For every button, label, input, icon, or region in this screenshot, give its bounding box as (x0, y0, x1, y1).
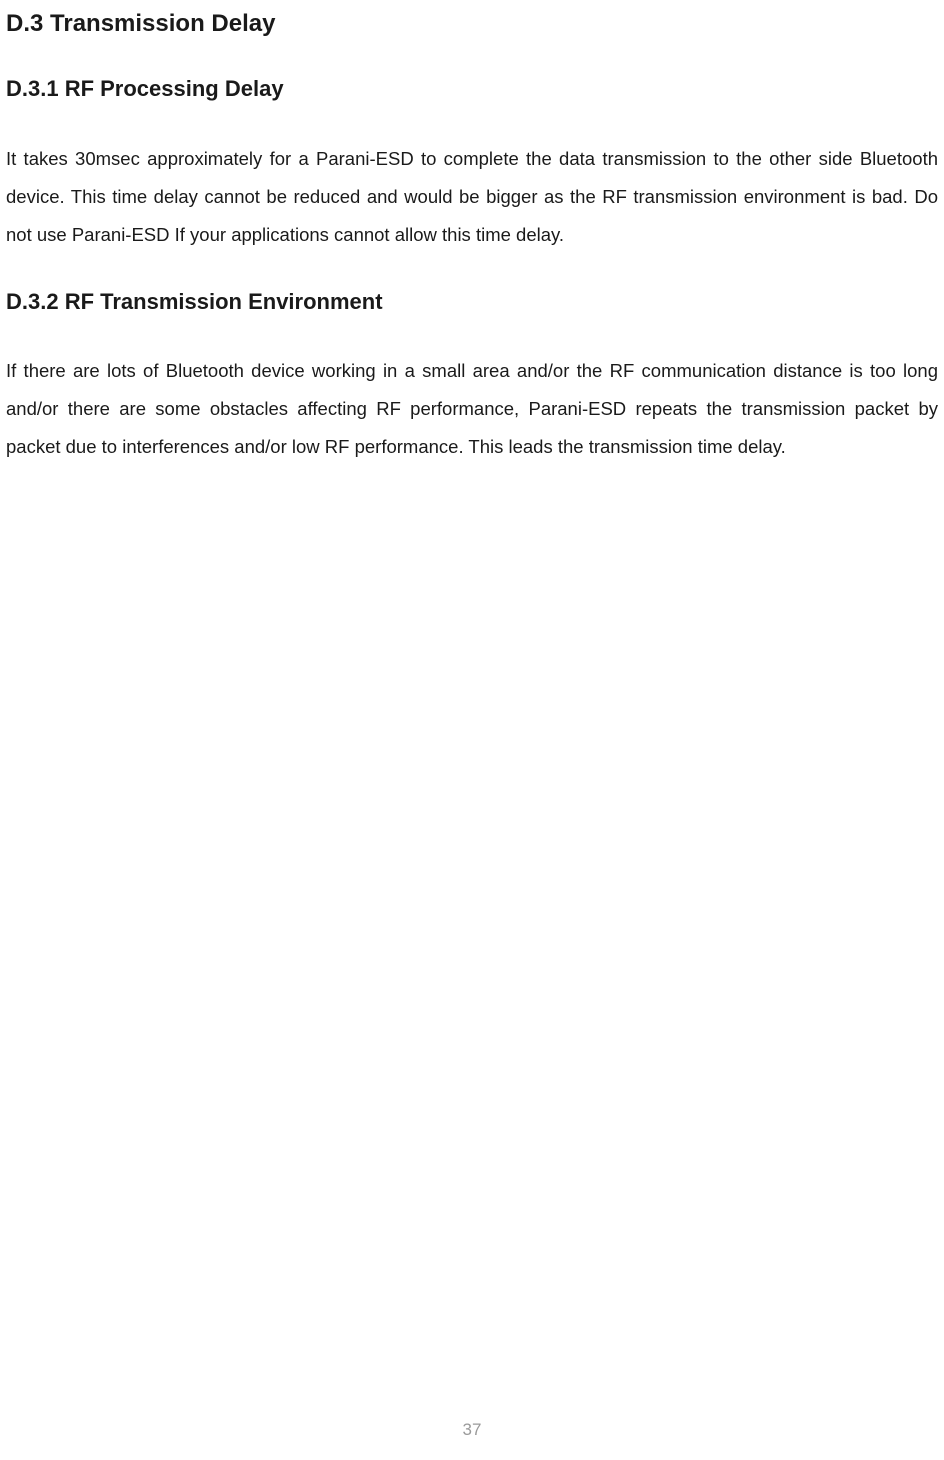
subsection-2-heading: D.3.2 RF Transmission Environment (6, 288, 938, 317)
subsection-2-body: If there are lots of Bluetooth device wo… (6, 352, 938, 466)
page-number: 37 (0, 1420, 944, 1440)
section-heading: D.3 Transmission Delay (6, 8, 938, 39)
subsection-1-body: It takes 30msec approximately for a Para… (6, 140, 938, 254)
subsection-1-heading: D.3.1 RF Processing Delay (6, 75, 938, 104)
